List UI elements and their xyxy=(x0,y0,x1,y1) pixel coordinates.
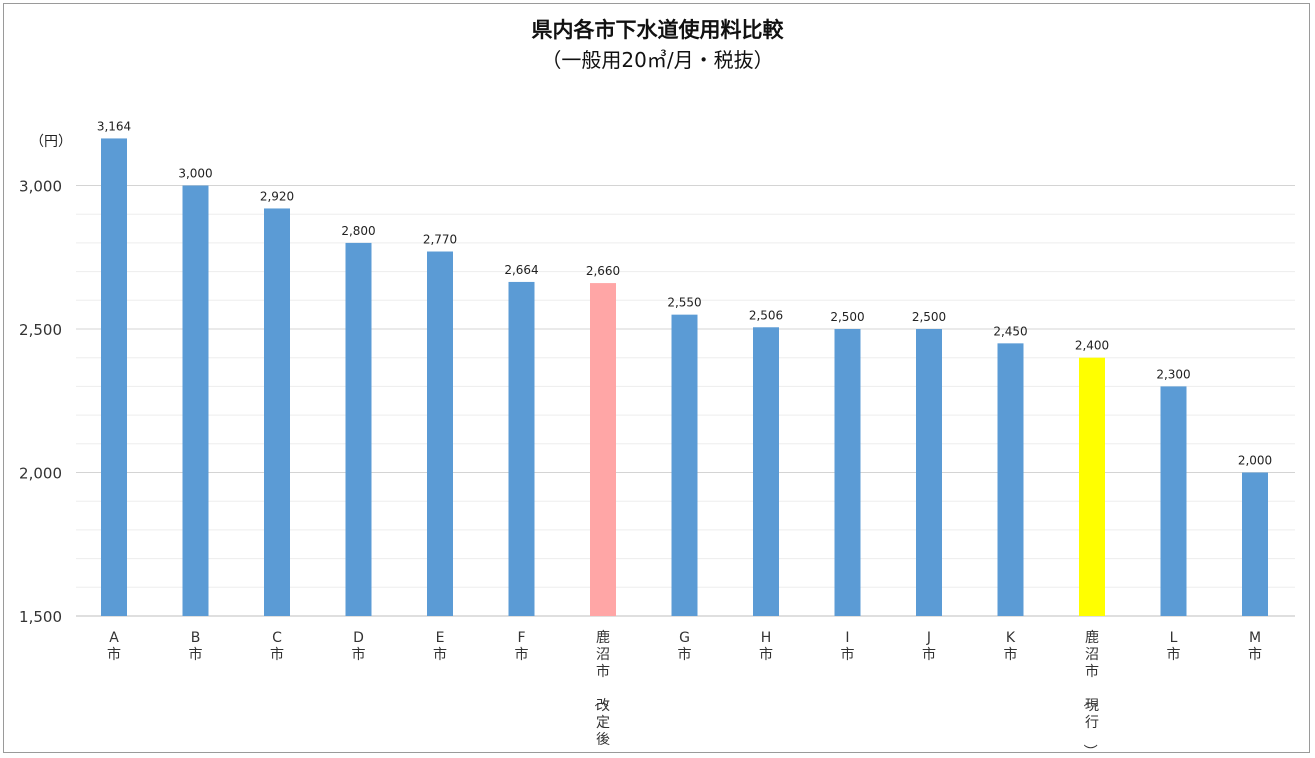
data-labels: 3,164 3,000 2,920 2,800 2,770 2,664 2,660 2,550… xyxy=(97,119,1272,467)
bar xyxy=(834,329,861,616)
x-category-label: 鹿沼市（現行） xyxy=(1081,629,1099,758)
y-tick-label: 2,000 xyxy=(19,465,62,483)
bar xyxy=(1242,472,1268,616)
data-label: 2,500 xyxy=(912,310,946,324)
data-label: 2,450 xyxy=(993,324,1027,338)
data-label: 3,000 xyxy=(178,167,212,181)
x-axis-labels: A市 B市 C市 D市 E市 F市 鹿沼市（改定後） G市 H市 I市 J市 K市 鹿沼市（現行） L市 M… xyxy=(107,629,1262,758)
bar xyxy=(590,283,616,616)
chart-title: 県内各市下水道使用料比較 xyxy=(531,18,784,42)
bar xyxy=(508,281,535,616)
bar xyxy=(671,314,698,616)
bars xyxy=(101,138,1268,616)
y-tick-label: 2,500 xyxy=(19,321,62,339)
data-label: 2,920 xyxy=(260,189,294,203)
y-axis-ticks: 1,500 2,000 2,500 3,000 xyxy=(19,178,62,627)
bar xyxy=(1160,386,1187,616)
chart-subtitle: （一般用20㎥/月・税抜） xyxy=(541,48,774,72)
data-label: 2,664 xyxy=(504,263,538,277)
data-label: 2,660 xyxy=(586,264,620,278)
bar xyxy=(264,208,290,616)
y-tick-label: 1,500 xyxy=(19,608,62,626)
data-label: 2,300 xyxy=(1156,367,1190,381)
data-label: 2,800 xyxy=(341,224,375,238)
y-tick-label: 3,000 xyxy=(19,178,62,196)
data-label: 2,500 xyxy=(830,310,864,324)
data-label: 2,000 xyxy=(1238,454,1272,468)
bar xyxy=(345,242,372,616)
bar xyxy=(427,251,453,616)
bar xyxy=(182,185,209,616)
bar xyxy=(916,329,942,616)
bar xyxy=(753,327,779,616)
x-category-label: 鹿沼市（改定後） xyxy=(592,629,610,758)
data-label: 2,550 xyxy=(667,296,701,310)
bar xyxy=(997,343,1024,616)
y-axis-unit-label: （円） xyxy=(30,134,72,150)
bar xyxy=(101,138,127,616)
data-label: 2,400 xyxy=(1075,339,1109,353)
data-label: 2,506 xyxy=(749,308,783,322)
data-label: 3,164 xyxy=(97,119,131,133)
bar xyxy=(1079,357,1105,616)
data-label: 2,770 xyxy=(423,233,457,247)
